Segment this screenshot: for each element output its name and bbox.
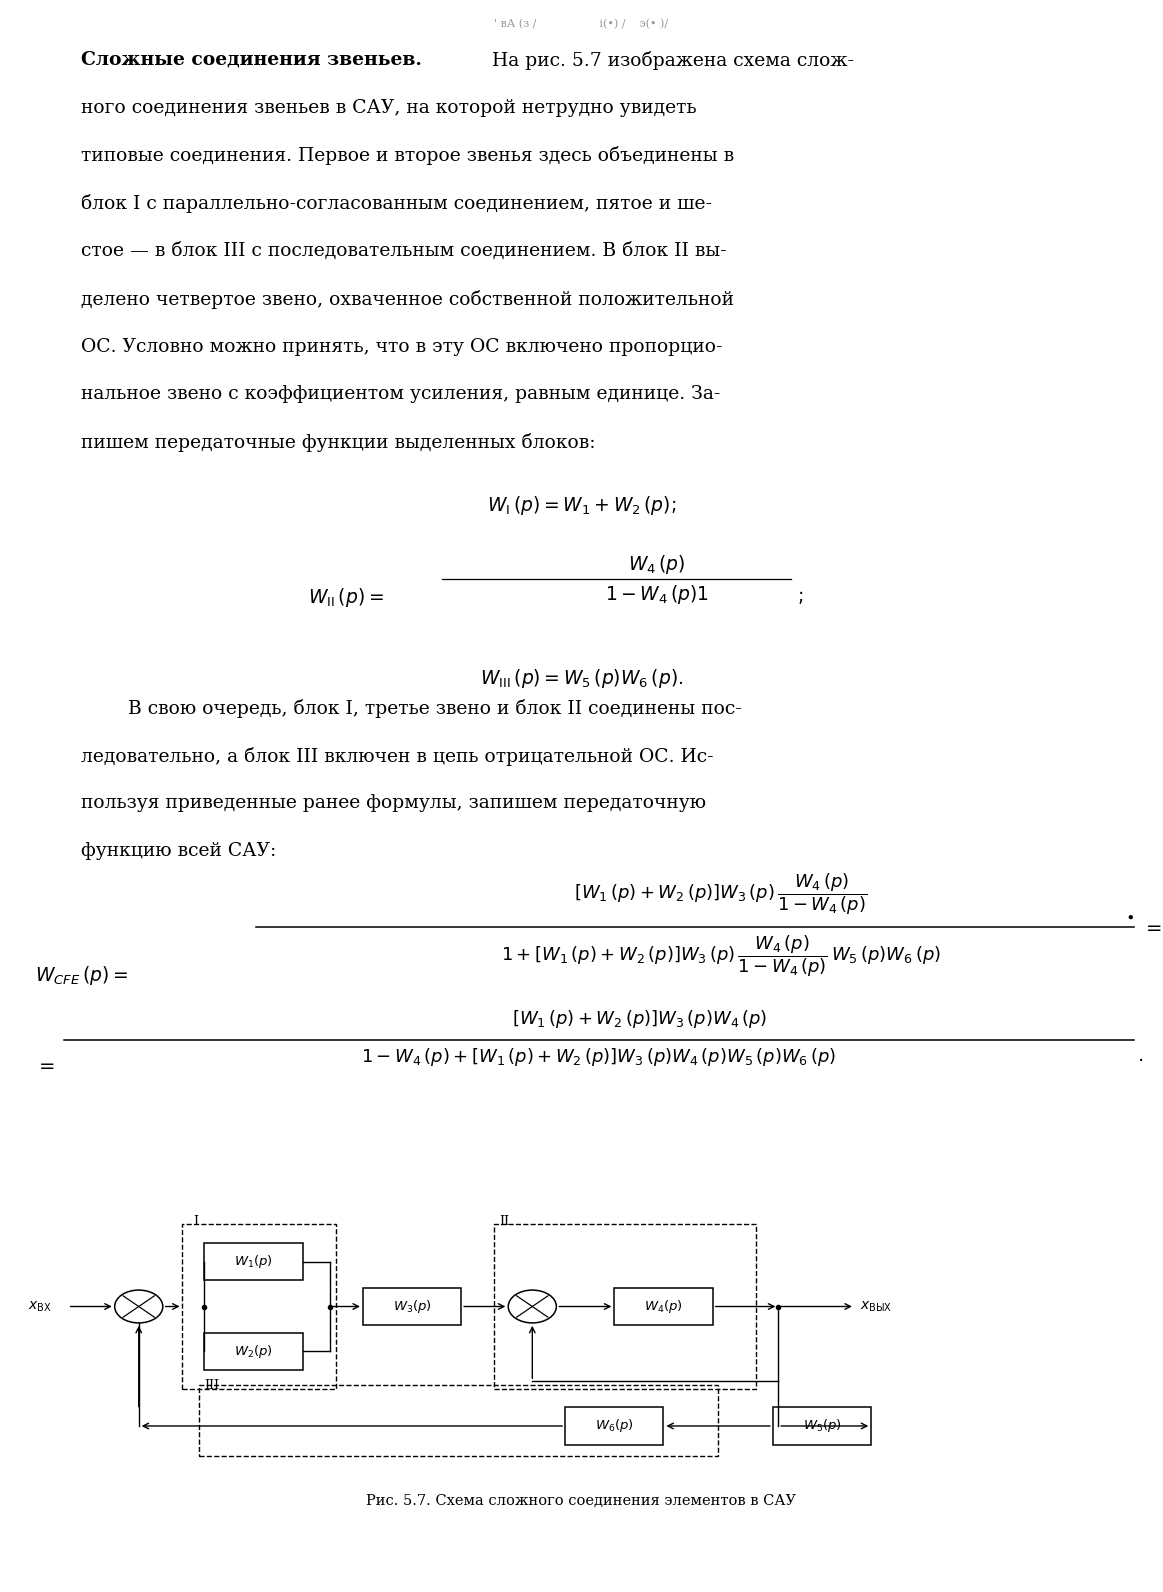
Circle shape: [115, 1290, 163, 1323]
Bar: [565, 1407, 663, 1444]
Text: $W_6(p)$: $W_6(p)$: [594, 1417, 634, 1434]
Text: пользуя приведенные ранее формулы, запишем передаточную: пользуя приведенные ранее формулы, запиш…: [81, 794, 707, 812]
Text: $=$: $=$: [1142, 917, 1162, 936]
Text: $\left[W_1\,(p)+W_2\,(p)\right]W_3\,(p)\,\dfrac{W_4\,(p)}{1-W_4\,(p)}$: $\left[W_1\,(p)+W_2\,(p)\right]W_3\,(p)\…: [575, 871, 868, 917]
Text: $W_4\,(p)$: $W_4\,(p)$: [628, 554, 686, 576]
Text: $W_1(p)$: $W_1(p)$: [234, 1253, 273, 1270]
Text: $=$: $=$: [35, 1055, 55, 1075]
Text: $W_{\mathit{CFE}}\,(p) =$: $W_{\mathit{CFE}}\,(p) =$: [35, 965, 128, 987]
Text: ного соединения звеньев в САУ, на которой нетрудно увидеть: ного соединения звеньев в САУ, на которо…: [81, 99, 697, 116]
Bar: [772, 1407, 871, 1444]
Text: В свою очередь, блок I, третье звено и блок II соединены пос-: В свою очередь, блок I, третье звено и б…: [128, 699, 742, 718]
Text: стое — в блок III с последовательным соединением. В блок II вы-: стое — в блок III с последовательным сое…: [81, 242, 727, 259]
Text: делено четвертое звено, охваченное собственной положительной: делено четвертое звено, охваченное собст…: [81, 290, 734, 309]
Text: пишем передаточные функции выделенных блоков:: пишем передаточные функции выделенных бл…: [81, 433, 595, 452]
Text: $W_{\rm III}\,(p) = W_5\,(p)W_6\,(p).$: $W_{\rm III}\,(p) = W_5\,(p)W_6\,(p).$: [480, 667, 683, 689]
Text: $W_{\rm I}\,(p) = W_1 + W_2\,(p);$: $W_{\rm I}\,(p) = W_1 + W_2\,(p);$: [487, 494, 676, 516]
Text: $1 - W_4\,(p)1$: $1 - W_4\,(p)1$: [605, 583, 709, 605]
Text: $W_2(p)$: $W_2(p)$: [234, 1342, 273, 1360]
Text: $;$: $;$: [797, 587, 802, 607]
Text: I: I: [193, 1215, 199, 1227]
Text: $\left[W_1\,(p)+W_2\,(p)\right]W_3\,(p)W_4\,(p)$: $\left[W_1\,(p)+W_2\,(p)\right]W_3\,(p)W…: [512, 1008, 768, 1030]
Text: $W_4(p)$: $W_4(p)$: [644, 1297, 683, 1315]
Text: нальное звено с коэффициентом усиления, равным единице. За-: нальное звено с коэффициентом усиления, …: [81, 385, 721, 403]
Text: III: III: [205, 1379, 220, 1393]
Text: $W_5(p)$: $W_5(p)$: [802, 1417, 842, 1434]
Text: На рис. 5.7 изображена схема слож-: На рис. 5.7 изображена схема слож-: [486, 51, 854, 70]
Text: $.$: $.$: [1137, 1046, 1143, 1065]
Text: Сложные соединения звеньев.: Сложные соединения звеньев.: [81, 51, 422, 68]
Bar: [199, 1385, 718, 1455]
Text: II: II: [499, 1215, 509, 1227]
Text: $W_{\rm II}\,(p) =$: $W_{\rm II}\,(p) =$: [308, 586, 384, 608]
Bar: [205, 1243, 302, 1280]
Text: $\bullet$: $\bullet$: [1125, 909, 1134, 923]
Text: ' вА (з /                  і(•) /    э(• )/: ' вА (з / і(•) / э(• )/: [494, 19, 669, 29]
Text: $x_{\rm BX}$: $x_{\rm BX}$: [28, 1299, 51, 1313]
Bar: [614, 1288, 713, 1325]
Text: $x_{\rm BЫX}$: $x_{\rm BЫX}$: [861, 1299, 892, 1313]
Text: $W_3(p)$: $W_3(p)$: [393, 1297, 431, 1315]
Text: ледовательно, а блок III включен в цепь отрицательной ОС. Ис-: ледовательно, а блок III включен в цепь …: [81, 747, 714, 766]
Bar: [205, 1333, 302, 1371]
Text: ОС. Условно можно принять, что в эту ОС включено пропорцио-: ОС. Условно можно принять, что в эту ОС …: [81, 338, 723, 355]
Bar: [494, 1224, 756, 1388]
Text: $1-W_4\,(p)+\left[W_1\,(p)+W_2\,(p)\right]W_3\,(p)W_4\,(p)W_5\,(p)W_6\,(p)$: $1-W_4\,(p)+\left[W_1\,(p)+W_2\,(p)\righ…: [362, 1046, 836, 1068]
Text: блок I с параллельно-согласованным соединением, пятое и ше-: блок I с параллельно-согласованным соеди…: [81, 194, 713, 213]
Text: Рис. 5.7. Схема сложного соединения элементов в САУ: Рис. 5.7. Схема сложного соединения элем…: [366, 1495, 797, 1508]
Circle shape: [508, 1290, 556, 1323]
Bar: [183, 1224, 335, 1388]
Bar: [363, 1288, 462, 1325]
Text: функцию всей САУ:: функцию всей САУ:: [81, 842, 277, 860]
Text: $1+\left[W_1\,(p)+W_2\,(p)\right]W_3\,(p)\,\dfrac{W_4\,(p)}{1-W_4\,(p)}\,W_5\,(p: $1+\left[W_1\,(p)+W_2\,(p)\right]W_3\,(p…: [501, 933, 941, 979]
Text: типовые соединения. Первое и второе звенья здесь объединены в: типовые соединения. Первое и второе звен…: [81, 146, 735, 166]
